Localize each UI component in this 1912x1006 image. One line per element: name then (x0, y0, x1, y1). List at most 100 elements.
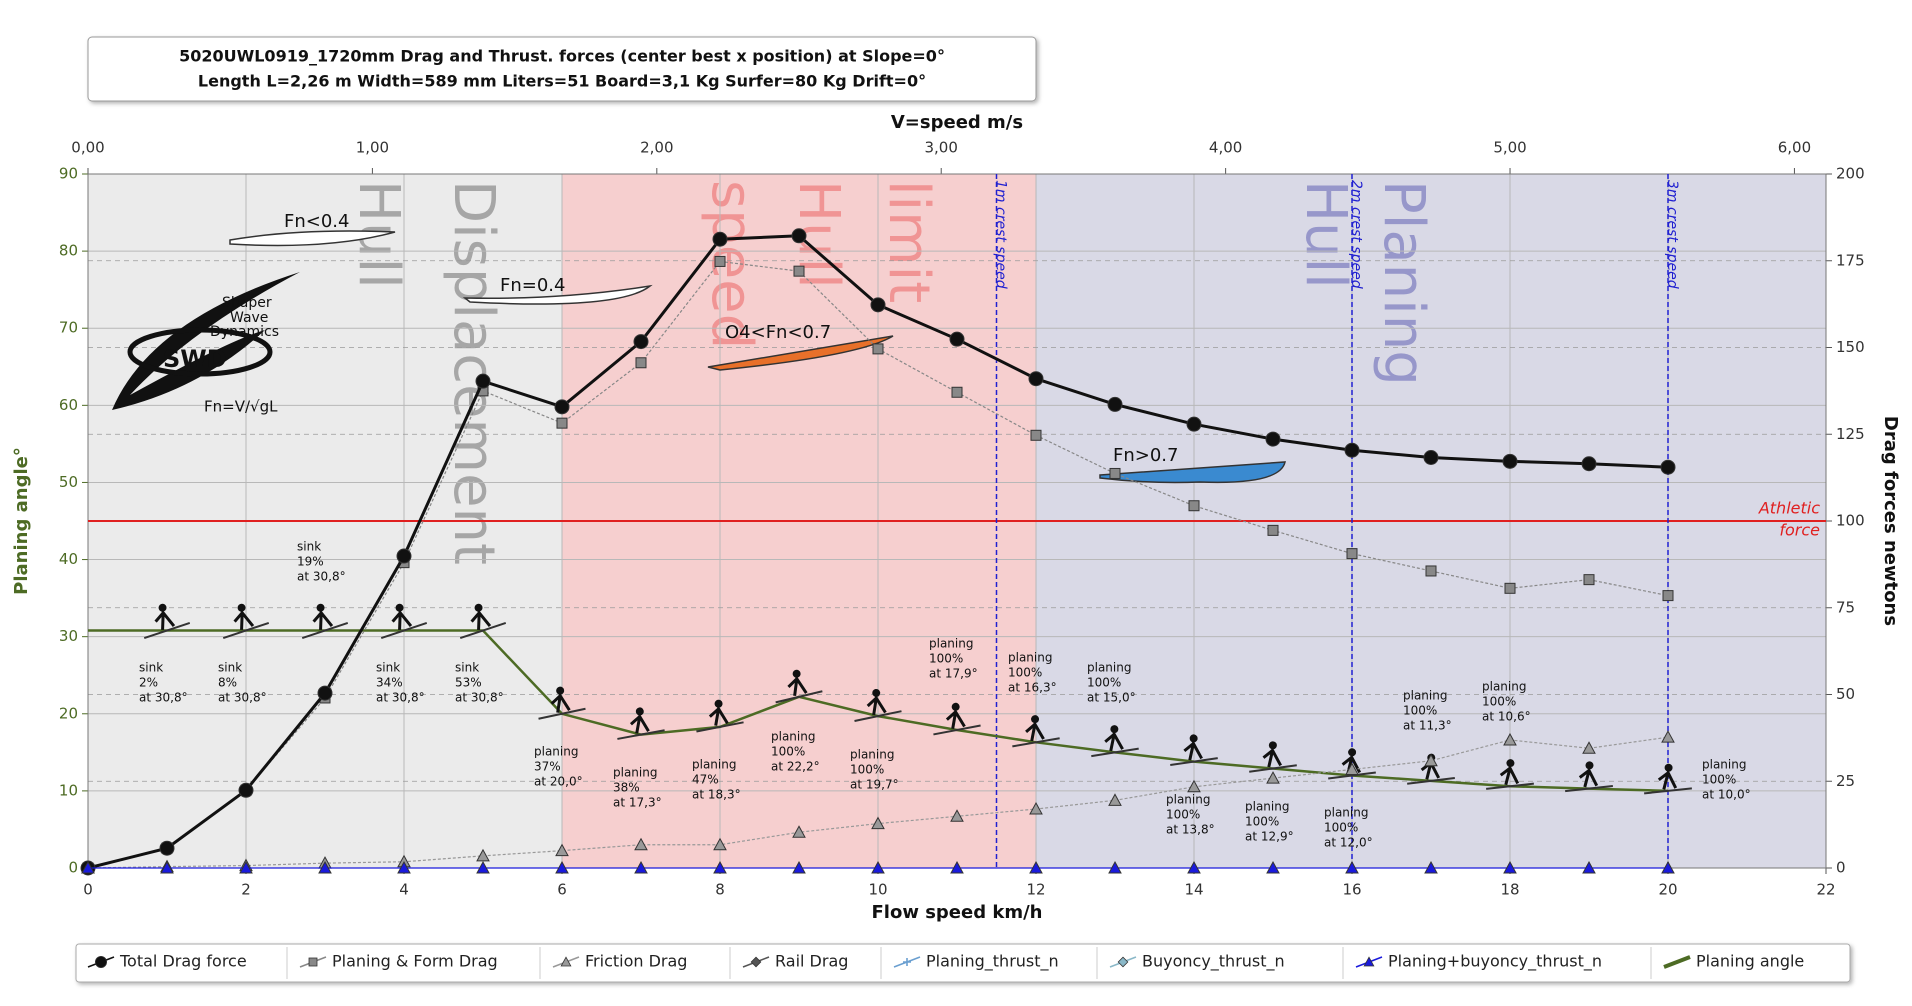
marker (635, 357, 647, 369)
annotation: at 30,8° (139, 691, 188, 705)
logo-ring (127, 327, 273, 377)
marker (1503, 732, 1517, 746)
marker (1107, 396, 1123, 412)
surfer-head (1585, 761, 1594, 770)
title-box (87, 36, 1037, 102)
annotation: 2% (139, 676, 158, 690)
y-tick-label: 0 (68, 859, 78, 877)
x-axis-label: Flow speed km/h (871, 902, 1042, 923)
marker (1029, 801, 1043, 815)
surfer-board (775, 690, 823, 704)
annotation: planing (771, 730, 815, 744)
surfer-head (1506, 759, 1515, 768)
y-axis-label: Planing angle° (11, 447, 32, 595)
annotation: at 16,3° (1008, 681, 1057, 695)
marker (396, 548, 412, 564)
annotation: 38% (613, 781, 640, 795)
legend-marker (308, 957, 318, 967)
marker (1503, 860, 1517, 874)
surfer-head (237, 603, 246, 612)
surfer-icon (1091, 725, 1139, 758)
marker (1661, 730, 1675, 743)
annotation: 100% (1482, 695, 1516, 709)
surfer-board (1328, 771, 1376, 780)
annotation: sink (455, 661, 479, 675)
logo-text: SWD (163, 345, 227, 373)
legend-label: Buyoncy_thrust_n (1142, 952, 1285, 972)
legend-line (1663, 955, 1691, 969)
y2-tick-label: 125 (1836, 425, 1865, 443)
annotation: planing (613, 766, 657, 780)
annotation: at 30,8° (297, 570, 346, 584)
marker (238, 782, 254, 798)
y-tick-label: 30 (59, 627, 78, 645)
surfer-head (474, 603, 483, 612)
marker (159, 840, 175, 856)
y2-tick-label: 25 (1836, 772, 1855, 790)
annotation: at 20,0° (534, 775, 583, 789)
surfer-board (1091, 747, 1139, 758)
annotation: at 10,6° (1482, 710, 1531, 724)
marker (792, 860, 806, 874)
marker (239, 860, 253, 874)
y2-tick-label: 150 (1836, 338, 1865, 356)
marker (555, 860, 569, 874)
surfer-icon (1249, 741, 1297, 773)
surfer-head (714, 699, 723, 708)
surfer-board (459, 621, 507, 640)
region-label: speed (699, 180, 764, 349)
annotation: planing (692, 758, 736, 772)
marker (81, 860, 95, 874)
surfer-icon (538, 686, 586, 720)
marker (634, 860, 648, 874)
annotation: at 30,8° (455, 691, 504, 705)
surfer-icon (775, 669, 823, 704)
surfer-body (1183, 739, 1203, 761)
annotation: planing (1403, 689, 1447, 703)
marker (1346, 548, 1358, 560)
surfer-board (933, 724, 981, 736)
annotation: at 30,8° (376, 691, 425, 705)
y-tick-label: 70 (59, 319, 78, 337)
surfer-body (470, 608, 492, 630)
annotation: planing (929, 637, 973, 651)
surfer-body (550, 691, 571, 713)
surfer-body (945, 707, 966, 730)
legend-label: Friction Drag (585, 952, 687, 971)
annotation: 100% (771, 745, 805, 759)
surfer-body (154, 608, 176, 630)
annotation: planing (534, 745, 578, 759)
y-tick-label: 10 (59, 781, 78, 799)
marker (951, 386, 963, 398)
surfer-icon (143, 603, 191, 640)
marker (1582, 860, 1596, 874)
surfer-head (635, 707, 644, 716)
surfer-board (1249, 764, 1297, 773)
marker (1583, 574, 1595, 586)
annotation: planing (1166, 793, 1210, 807)
marker (1661, 860, 1675, 874)
x-tick-label: 20 (1658, 881, 1677, 899)
board-label: O4<Fn<0.7 (725, 322, 831, 343)
annotation: planing (1087, 661, 1131, 675)
annotation: planing (1008, 651, 1052, 665)
marker (1187, 860, 1201, 874)
x-tick-label: 12 (1026, 881, 1045, 899)
marker (1028, 371, 1044, 387)
marker (1029, 860, 1043, 874)
surfer-icon (1565, 761, 1613, 793)
marker (1423, 449, 1439, 465)
surfer-icon (933, 702, 981, 736)
marker (793, 265, 805, 277)
surfer-board (1012, 737, 1060, 748)
surfer-board (1170, 757, 1218, 767)
marker (1660, 459, 1676, 475)
marker (1424, 753, 1438, 767)
annotation: at 11,3° (1403, 719, 1452, 733)
y-tick-label: 90 (59, 165, 78, 183)
y-tick-label: 20 (59, 704, 78, 722)
annotation: 8% (218, 676, 237, 690)
surfer-body (1657, 768, 1678, 790)
x-tick-label: 16 (1342, 881, 1361, 899)
annotation: 100% (1324, 821, 1358, 835)
